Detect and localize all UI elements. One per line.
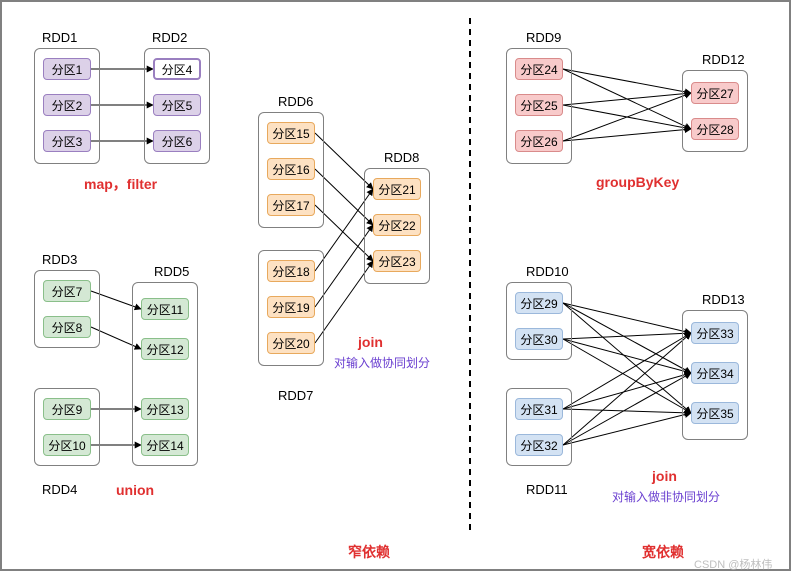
partition-4: 分区4 [153, 58, 201, 80]
partition-29: 分区29 [515, 292, 563, 314]
partition-26: 分区26 [515, 130, 563, 152]
edge-32-33 [563, 333, 691, 445]
partition-1: 分区1 [43, 58, 91, 80]
partition-30: 分区30 [515, 328, 563, 350]
edge-26-28 [563, 129, 691, 141]
partition-3: 分区3 [43, 130, 91, 152]
partition-12: 分区12 [141, 338, 189, 360]
edge-29-34 [563, 303, 691, 373]
rdd-label-rdd7: RDD7 [278, 388, 313, 403]
partition-35: 分区35 [691, 402, 739, 424]
partition-13: 分区13 [141, 398, 189, 420]
edge-29-35 [563, 303, 691, 413]
partition-33: 分区33 [691, 322, 739, 344]
partition-23: 分区23 [373, 250, 421, 272]
partition-15: 分区15 [267, 122, 315, 144]
rdd-label-rdd10: RDD10 [526, 264, 569, 279]
partition-19: 分区19 [267, 296, 315, 318]
edge-30-35 [563, 339, 691, 413]
rdd-label-rdd6: RDD6 [278, 94, 313, 109]
partition-6: 分区6 [153, 130, 201, 152]
rdd-label-rdd11: RDD11 [526, 482, 568, 497]
partition-21: 分区21 [373, 178, 421, 200]
partition-11: 分区11 [141, 298, 189, 320]
partition-32: 分区32 [515, 434, 563, 456]
partition-7: 分区7 [43, 280, 91, 302]
rdd-label-rdd12: RDD12 [702, 52, 745, 67]
edge-32-35 [563, 413, 691, 445]
partition-20: 分区20 [267, 332, 315, 354]
partition-9: 分区9 [43, 398, 91, 420]
partition-2: 分区2 [43, 94, 91, 116]
section-wide: 宽依赖 [642, 542, 684, 562]
partition-24: 分区24 [515, 58, 563, 80]
edge-31-35 [563, 409, 691, 413]
rdd-label-rdd9: RDD9 [526, 30, 561, 45]
op-note1: 对输入做协同划分 [334, 354, 430, 371]
edge-29-33 [563, 303, 691, 333]
diagram-canvas: RDD1 分区1 分区2 分区3 RDD2 分区4 分区5 分区6 RDD3 分区7 分区8 RDD4… [0, 0, 791, 571]
partition-25: 分区25 [515, 94, 563, 116]
partition-27: 分区27 [691, 82, 739, 104]
partition-10: 分区10 [43, 434, 91, 456]
edge-30-33 [563, 333, 691, 339]
partition-22: 分区22 [373, 214, 421, 236]
op-note2: 对输入做非协同划分 [612, 488, 720, 505]
section-narrow: 窄依赖 [348, 542, 390, 562]
rdd-label-rdd13: RDD13 [702, 292, 745, 307]
edge-31-34 [563, 373, 691, 409]
edge-32-34 [563, 373, 691, 445]
op-map-filter: map，filter [84, 174, 157, 194]
op-union: union [116, 482, 154, 498]
partition-5: 分区5 [153, 94, 201, 116]
partition-14: 分区14 [141, 434, 189, 456]
op-join2: join [652, 468, 677, 484]
partition-17: 分区17 [267, 194, 315, 216]
partition-8: 分区8 [43, 316, 91, 338]
partition-16: 分区16 [267, 158, 315, 180]
rdd-label-rdd4: RDD4 [42, 482, 77, 497]
edge-25-27 [563, 93, 691, 105]
edge-24-27 [563, 69, 691, 93]
edge-25-28 [563, 105, 691, 129]
rdd-label-rdd1: RDD1 [42, 30, 77, 45]
edge-30-34 [563, 339, 691, 373]
edge-31-33 [563, 333, 691, 409]
rdd-label-rdd8: RDD8 [384, 150, 419, 165]
partition-18: 分区18 [267, 260, 315, 282]
op-groupByKey: groupByKey [596, 174, 679, 190]
edge-26-27 [563, 93, 691, 141]
rdd-label-rdd3: RDD3 [42, 252, 77, 267]
partition-28: 分区28 [691, 118, 739, 140]
rdd-label-rdd2: RDD2 [152, 30, 187, 45]
partition-34: 分区34 [691, 362, 739, 384]
edge-24-28 [563, 69, 691, 129]
watermark: CSDN @杨林伟 [694, 556, 772, 572]
rdd-label-rdd5: RDD5 [154, 264, 189, 279]
partition-31: 分区31 [515, 398, 563, 420]
op-join1: join [358, 334, 383, 350]
